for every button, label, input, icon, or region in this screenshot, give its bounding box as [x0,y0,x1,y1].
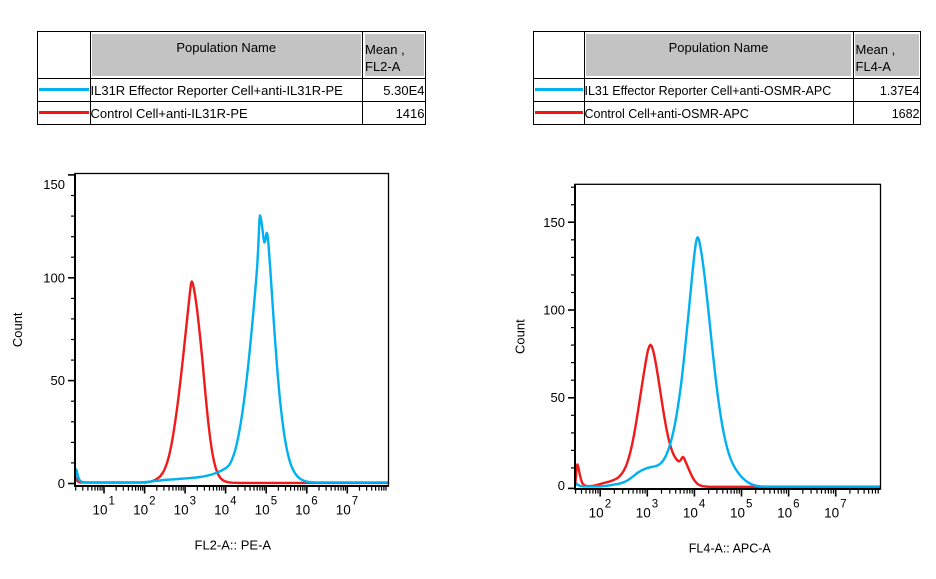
svg-text:10: 10 [255,503,270,518]
svg-text:10: 10 [92,503,107,518]
svg-text:4: 4 [699,499,706,511]
svg-text:150: 150 [43,177,65,192]
svg-text:10: 10 [683,506,698,521]
svg-text:50: 50 [51,373,65,388]
svg-text:2: 2 [605,499,611,511]
svg-text:FL4-A:: APC-A: FL4-A:: APC-A [689,542,772,556]
svg-text:2: 2 [149,496,155,508]
svg-text:10: 10 [336,503,351,518]
svg-text:Count: Count [10,312,25,347]
svg-text:100: 100 [43,270,65,285]
svg-text:10: 10 [174,503,189,518]
svg-text:10: 10 [214,503,229,518]
svg-text:10: 10 [636,506,651,521]
svg-text:50: 50 [551,390,565,405]
svg-text:6: 6 [311,496,317,508]
svg-text:6: 6 [793,499,799,511]
svg-text:0: 0 [558,478,565,493]
svg-text:FL2-A:: PE-A: FL2-A:: PE-A [195,538,272,553]
svg-text:Count: Count [513,319,528,354]
svg-text:10: 10 [824,506,839,521]
svg-text:7: 7 [840,499,846,511]
svg-text:10: 10 [295,503,310,518]
svg-text:3: 3 [190,496,196,508]
svg-text:7: 7 [352,496,358,508]
svg-text:10: 10 [777,506,792,521]
svg-text:100: 100 [543,303,565,318]
svg-text:10: 10 [133,503,148,518]
svg-text:150: 150 [543,215,565,230]
svg-text:10: 10 [589,506,604,521]
svg-text:0: 0 [58,476,65,491]
svg-text:1: 1 [109,496,115,508]
svg-text:5: 5 [746,499,752,511]
svg-text:4: 4 [230,496,237,508]
svg-text:3: 3 [652,499,658,511]
svg-text:5: 5 [271,496,277,508]
svg-text:10: 10 [730,506,745,521]
